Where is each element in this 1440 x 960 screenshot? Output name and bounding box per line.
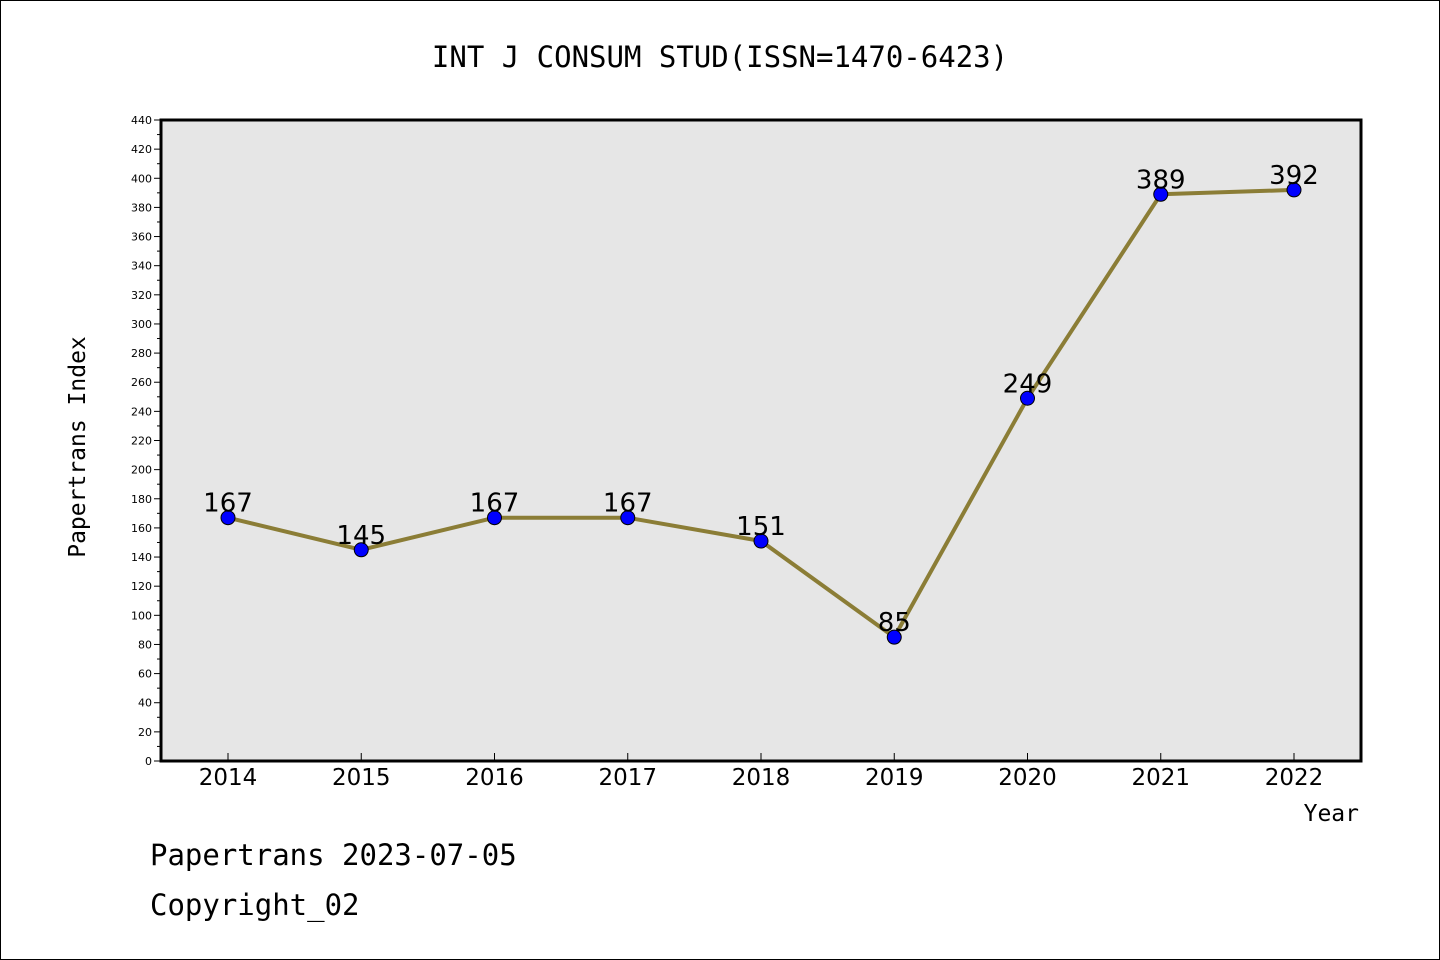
y-tick-label: 280 [131, 347, 152, 360]
x-tick-label: 2020 [998, 765, 1057, 791]
data-label: 249 [1003, 369, 1053, 399]
data-point [1020, 390, 1035, 406]
x-tick-label: 2022 [1265, 765, 1324, 791]
series-line [220, 182, 1302, 645]
data-point [886, 629, 902, 645]
x-tick-label: 2021 [1131, 765, 1190, 791]
footer-date: Papertrans 2023-07-05 [150, 838, 517, 872]
x-tick-label: 2015 [332, 765, 391, 791]
data-label: 392 [1269, 161, 1319, 191]
x-tick-label: 2014 [199, 765, 258, 791]
footer-copyright: Copyright_02 [150, 888, 360, 923]
y-tick-label: 380 [131, 201, 152, 214]
y-tick-label: 240 [131, 405, 152, 418]
data-label: 167 [470, 489, 520, 519]
data-point [620, 510, 636, 526]
data-labels: 167 145 167 167 151 85 249 389 392 [203, 161, 1319, 638]
y-tick-label: 120 [131, 580, 152, 593]
y-axis: 0 20 40 60 80 100 120 140 160 180 200 220 240 260 280 3… [131, 114, 161, 768]
y-tick-label: 20 [138, 726, 152, 739]
y-tick-label: 360 [131, 231, 152, 244]
x-tick-label: 2016 [465, 765, 524, 791]
y-tick-label: 80 [138, 638, 152, 651]
y-tick-label: 420 [131, 143, 152, 156]
y-tick-label: 180 [131, 493, 152, 506]
data-label: 151 [736, 512, 786, 542]
y-tick-label: 260 [131, 376, 152, 389]
chart-title: INT J CONSUM STUD(ISSN=1470-6423) [432, 40, 1008, 74]
x-tick-label: 2018 [732, 765, 791, 791]
x-tick-label: 2017 [598, 765, 657, 791]
y-tick-label: 440 [131, 114, 152, 127]
data-label: 85 [878, 608, 911, 638]
data-point [1286, 182, 1302, 198]
data-label: 145 [336, 521, 386, 551]
y-tick-label: 320 [131, 289, 152, 302]
y-tick-label: 300 [131, 318, 152, 331]
data-point [220, 510, 236, 526]
x-tick-label: 2019 [865, 765, 924, 791]
y-tick-label: 40 [138, 697, 152, 710]
y-tick-label: 60 [138, 668, 152, 681]
y-tick-label: 400 [131, 172, 152, 185]
y-tick-label: 160 [131, 522, 152, 535]
y-tick-label: 0 [145, 755, 152, 768]
data-point [1153, 186, 1169, 202]
x-axis-label: Year [1304, 801, 1359, 827]
plot-area [159, 118, 1363, 763]
y-tick-label: 140 [131, 551, 152, 564]
y-tick-label: 220 [131, 435, 152, 448]
y-tick-label: 340 [131, 260, 152, 273]
data-label: 167 [203, 489, 253, 519]
y-tick-label: 100 [131, 609, 152, 622]
y-axis-label: Papertrans Index [65, 336, 91, 558]
x-axis: 2014 2015 2016 2017 2018 2019 2020 2021 2022 [199, 753, 1324, 791]
data-point [353, 542, 369, 558]
data-point [753, 533, 769, 549]
data-label: 389 [1136, 165, 1186, 195]
data-label: 167 [603, 489, 653, 519]
y-tick-label: 200 [131, 464, 152, 477]
data-point [487, 510, 502, 526]
